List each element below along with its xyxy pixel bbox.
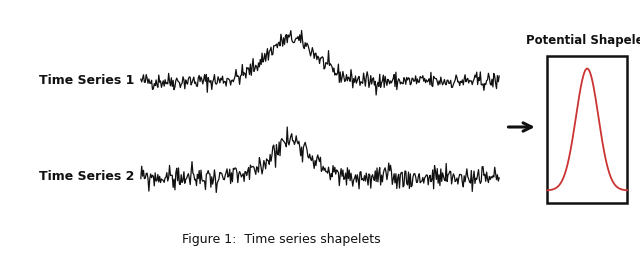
Text: Time Series 1: Time Series 1 <box>39 73 134 87</box>
Text: Time Series 2: Time Series 2 <box>39 170 134 183</box>
Text: Potential Shapelet: Potential Shapelet <box>525 34 640 47</box>
Bar <box>547 56 627 203</box>
Text: Figure 1:  Time series shapelets: Figure 1: Time series shapelets <box>182 233 381 246</box>
